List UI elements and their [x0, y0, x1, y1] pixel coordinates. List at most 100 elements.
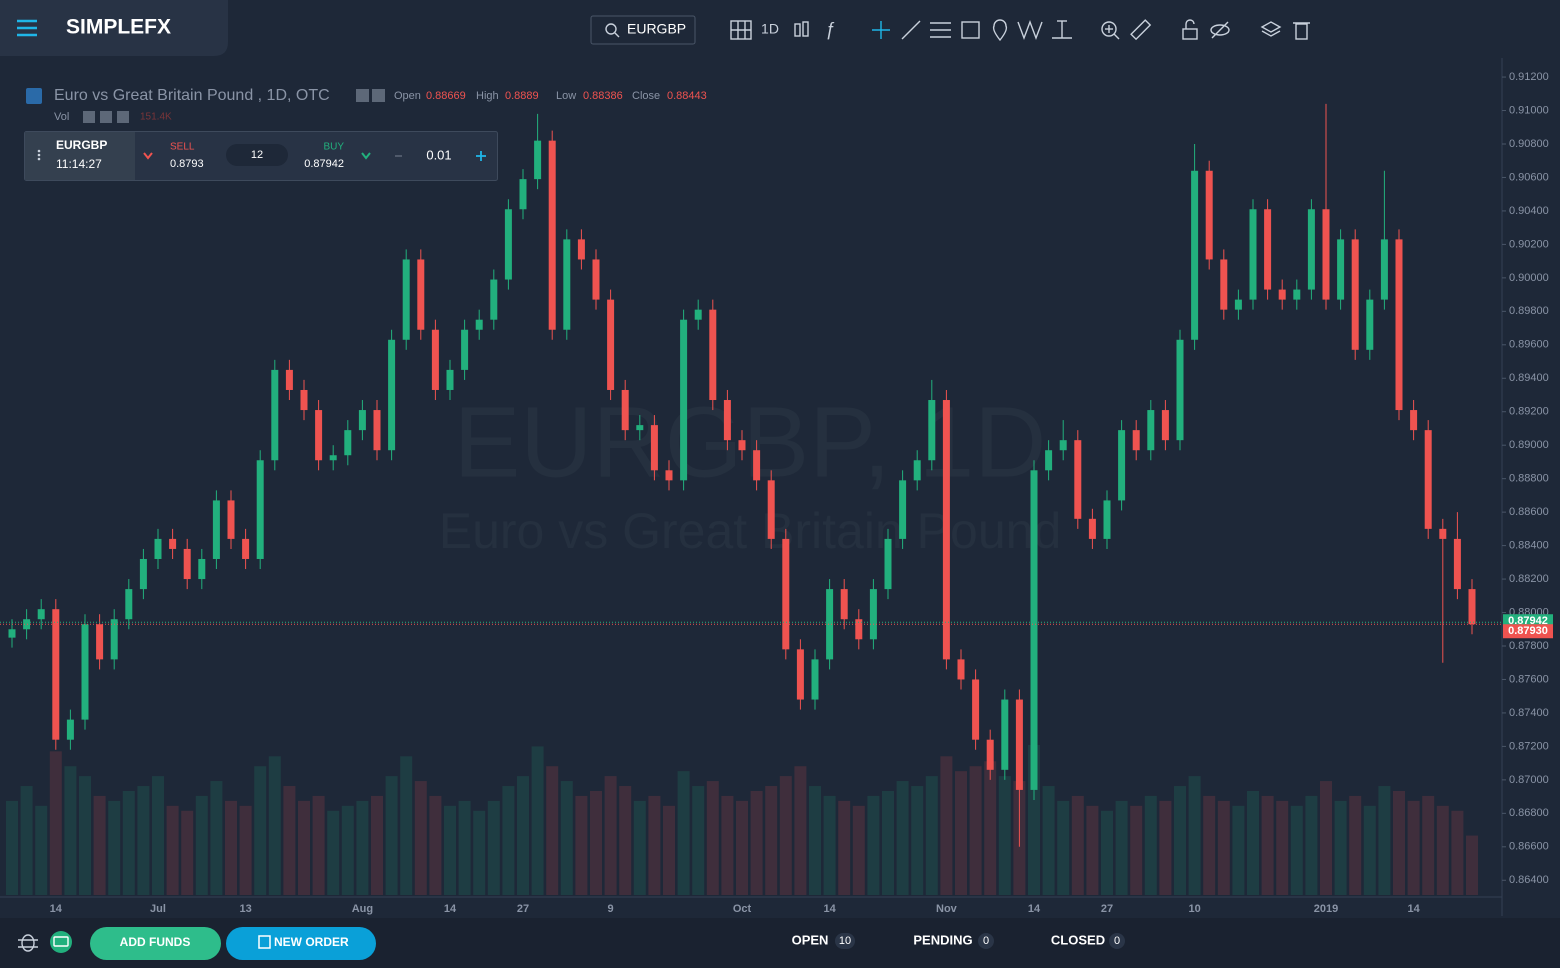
candle-body: [826, 589, 834, 660]
open-value: 0.88669: [426, 90, 466, 102]
volume-bar: [444, 805, 456, 895]
bug-icon[interactable]: [18, 934, 38, 952]
watermark-title: EURGBP, 1D: [454, 386, 1047, 498]
volume-bar: [122, 790, 135, 895]
volume-bar: [663, 805, 675, 895]
volume-bar: [20, 786, 33, 895]
candle-body: [738, 440, 746, 451]
spread-pill: [226, 144, 288, 166]
candle-body: [621, 389, 629, 431]
legend-icon[interactable]: [83, 111, 95, 123]
menu-icon[interactable]: [17, 19, 37, 37]
candle-body: [1278, 289, 1286, 300]
lot-plus[interactable]: [476, 151, 486, 161]
candle-body: [227, 500, 235, 539]
volume-bar: [969, 766, 982, 895]
new-order-label[interactable]: NEW ORDER: [274, 935, 349, 949]
y-tick-label: 0.89600: [1509, 339, 1549, 351]
search-box[interactable]: [590, 15, 696, 45]
low-label: Low: [556, 90, 576, 102]
volume-bar: [1393, 790, 1405, 895]
volume-bar: [35, 805, 48, 895]
volume-bar: [64, 766, 77, 895]
candle-body: [840, 589, 848, 620]
x-tick-label: 14: [823, 903, 836, 915]
panel-menu[interactable]: [37, 149, 41, 161]
candle-body: [811, 659, 819, 700]
y-tick-label: 0.88800: [1509, 473, 1549, 485]
volume-bar: [458, 800, 471, 895]
y-tick-label: 0.87400: [1509, 707, 1549, 719]
pending-tab[interactable]: PENDING: [913, 932, 972, 947]
sell-price[interactable]: 0.8793: [170, 158, 204, 170]
y-tick-label: 0.89000: [1509, 439, 1549, 451]
volume-bar: [254, 766, 267, 895]
candle-body: [198, 558, 206, 580]
volume-bar: [6, 800, 18, 895]
y-tick-label: 0.90800: [1509, 138, 1549, 150]
candle-body: [1176, 339, 1184, 441]
volume-bar: [152, 776, 164, 895]
logo: SIMPLEFX: [66, 16, 171, 39]
sell-label[interactable]: SELL: [170, 142, 195, 153]
lot-size[interactable]: 0.01: [426, 147, 451, 162]
badge: [1109, 933, 1125, 949]
candle-body: [183, 548, 191, 580]
candle-body: [110, 619, 118, 660]
volume-bar: [852, 805, 865, 895]
volume-bar: [1188, 776, 1201, 895]
volume-value: 151.4K: [140, 112, 172, 123]
candle-body: [446, 369, 454, 390]
volume-bar: [590, 790, 602, 895]
candle-body: [1380, 239, 1388, 300]
high-label: High: [476, 90, 499, 102]
volume-bar: [1363, 805, 1376, 895]
volume-bar: [1305, 795, 1318, 895]
candle-body: [1045, 450, 1053, 471]
volume-bar: [925, 776, 938, 895]
volume-bar: [108, 800, 121, 895]
volume-bar: [1101, 810, 1113, 895]
candle-body: [650, 425, 658, 471]
volume-bar: [1320, 781, 1332, 895]
legend-icon[interactable]: [117, 111, 129, 123]
closed-tab[interactable]: CLOSED: [1051, 932, 1105, 947]
x-tick-label: 2019: [1314, 903, 1338, 915]
volume-bar: [721, 795, 734, 895]
candle-body: [694, 309, 702, 320]
y-tick-label: 0.89800: [1509, 305, 1549, 317]
candle-body: [753, 450, 761, 481]
interval[interactable]: 1D: [761, 21, 779, 37]
candle-body: [1366, 299, 1374, 350]
chat-icon: [53, 936, 69, 947]
pending-count: 0: [983, 935, 989, 947]
volume-bar: [692, 786, 705, 895]
x-tick-label: 10: [1188, 903, 1200, 915]
buy-arrow[interactable]: [361, 152, 371, 160]
volume-bar: [166, 805, 179, 895]
candle-body: [636, 425, 644, 431]
y-tick-label: 0.86600: [1509, 841, 1549, 853]
legend-icon[interactable]: [372, 89, 385, 102]
y-tick-label: 0.90200: [1509, 238, 1549, 250]
add-funds-button[interactable]: [90, 927, 221, 960]
sell-arrow[interactable]: [143, 152, 153, 160]
volume-bar: [677, 771, 690, 895]
buy-price[interactable]: 0.87942: [304, 158, 344, 170]
volume-bar: [867, 795, 880, 895]
open-tab[interactable]: OPEN: [792, 932, 829, 947]
legend-icon[interactable]: [356, 89, 369, 102]
x-tick-label: Nov: [936, 903, 958, 915]
legend-icon[interactable]: [100, 111, 112, 123]
plot: 0.91200 0.91000 0.90800 0.90600 0.90400 0.902…: [0, 71, 1553, 915]
candle-body: [125, 589, 133, 620]
buy-label[interactable]: BUY: [323, 142, 344, 153]
candle-body: [1059, 440, 1067, 451]
candle-body: [300, 389, 308, 411]
add-funds-label[interactable]: ADD FUNDS: [120, 935, 191, 949]
candle-body: [504, 209, 512, 280]
symbol-search[interactable]: EURGBP: [627, 21, 686, 37]
y-tick-label: 0.87800: [1509, 640, 1549, 652]
candle-body: [212, 500, 220, 559]
volume-bar: [575, 795, 588, 895]
